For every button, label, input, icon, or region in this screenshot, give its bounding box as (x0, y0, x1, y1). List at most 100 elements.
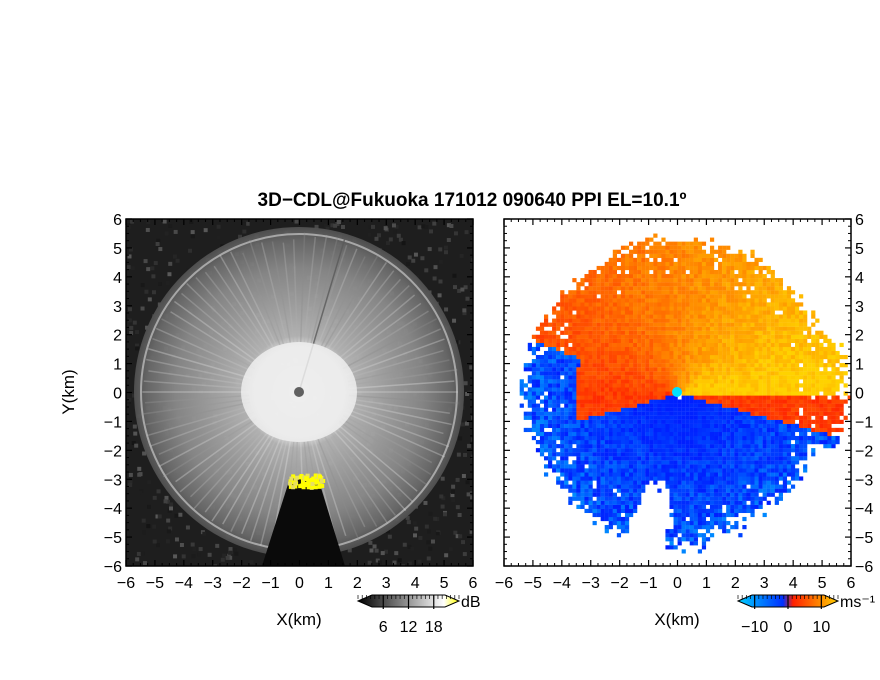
velocity-pixel (616, 363, 622, 368)
velocity-pixel (750, 444, 755, 449)
velocity-pixel (592, 310, 597, 315)
velocity-pixel (645, 391, 650, 396)
velocity-pixel (726, 286, 731, 291)
velocity-pixel (596, 371, 601, 376)
velocity-pixel (576, 472, 581, 477)
velocity-pixel (766, 290, 771, 295)
velocity-pixel (628, 314, 634, 319)
velocity-pixel (754, 395, 759, 400)
velocity-pixel (657, 403, 662, 408)
velocity-pixel (774, 427, 779, 433)
velocity-pixel (766, 415, 771, 420)
velocity-pixel (742, 500, 747, 505)
velocity-pixel (665, 350, 670, 356)
velocity-pixel (758, 500, 763, 505)
velocity-pixel (548, 460, 553, 465)
velocity-pixel (628, 480, 634, 485)
velocity-pixel (681, 371, 686, 376)
velocity-pixel (576, 338, 581, 343)
velocity-pixel (592, 383, 597, 388)
velocity-pixel (705, 500, 711, 505)
velocity-pixel (633, 387, 638, 392)
velocity-pixel (548, 346, 553, 352)
velocity-pixel (754, 504, 759, 509)
velocity-pixel (774, 326, 779, 331)
velocity-pixel (681, 286, 686, 291)
noise-pixel (458, 436, 463, 441)
velocity-pixel (633, 354, 638, 360)
velocity-pixel (714, 302, 719, 307)
velocity-pixel (681, 253, 686, 258)
velocity-pixel (758, 468, 763, 473)
velocity-pixel (665, 435, 670, 441)
velocity-pixel (689, 330, 694, 335)
noise-pixel (391, 223, 396, 228)
velocity-pixel (701, 346, 707, 352)
noise-pixel (203, 228, 208, 233)
velocity-pixel (531, 419, 537, 424)
velocity-pixel (612, 363, 618, 368)
velocity-pixel (543, 423, 549, 429)
velocity-pixel (604, 496, 609, 501)
velocity-pixel (649, 249, 654, 254)
velocity-pixel (641, 298, 646, 303)
velocity-pixel (560, 350, 565, 356)
velocity-pixel (701, 302, 707, 307)
velocity-pixel (742, 525, 747, 530)
velocity-pixel (616, 423, 622, 429)
velocity-pixel (766, 464, 771, 469)
velocity-pixel (693, 257, 698, 263)
velocity-pixel (637, 282, 642, 287)
velocity-pixel (718, 298, 723, 303)
strong-echo-pixel (291, 474, 296, 479)
velocity-pixel (628, 411, 634, 416)
velocity-pixel (770, 411, 775, 416)
velocity-pixel (754, 298, 759, 303)
velocity-pixel (697, 456, 703, 461)
velocity-pixel (604, 512, 609, 518)
velocity-pixel (726, 468, 731, 473)
noise-pixel (347, 548, 352, 553)
velocity-pixel (742, 363, 747, 368)
velocity-pixel (535, 342, 541, 348)
noise-pixel (429, 229, 434, 234)
velocity-pixel (762, 383, 767, 388)
velocity-pixel (673, 302, 678, 307)
velocity-pixel (697, 460, 703, 465)
velocity-pixel (693, 249, 698, 254)
velocity-pixel (730, 431, 735, 437)
velocity-pixel (657, 367, 662, 372)
velocity-pixel (730, 269, 735, 275)
velocity-pixel (633, 508, 638, 514)
velocity-pixel (616, 294, 622, 299)
velocity-pixel (693, 245, 698, 250)
velocity-pixel (665, 334, 670, 339)
velocity-pixel (592, 278, 597, 283)
velocity-pixel (673, 354, 678, 360)
strong-echo-pixel (298, 475, 303, 480)
strong-echo-pixel (293, 478, 298, 483)
velocity-pixel (754, 391, 759, 396)
velocity-pixel (604, 395, 609, 400)
velocity-pixel (661, 419, 666, 424)
velocity-pixel (774, 452, 779, 457)
velocity-pixel (580, 298, 585, 303)
velocity-pixel (564, 306, 569, 311)
velocity-pixel (620, 302, 626, 307)
velocity-pixel (697, 269, 703, 275)
velocity-pixel (588, 363, 593, 368)
velocity-pixel (677, 363, 682, 368)
velocity-pixel (608, 504, 613, 509)
velocity-pixel (604, 444, 609, 449)
echo-ray (303, 236, 317, 343)
velocity-pixel (649, 350, 654, 356)
velocity-pixel (661, 444, 666, 449)
velocity-pixel (560, 431, 565, 437)
velocity-pixel (580, 484, 585, 489)
velocity-pixel (633, 363, 638, 368)
noise-pixel (464, 230, 469, 235)
velocity-pixel (608, 326, 613, 331)
velocity-pixel (600, 290, 605, 295)
velocity-pixel (726, 496, 731, 501)
velocity-pixel (535, 415, 541, 420)
